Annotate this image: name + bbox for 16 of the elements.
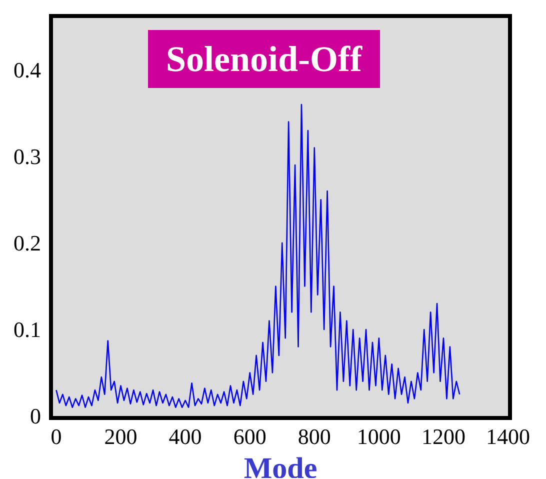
x-tick-label: 0 — [50, 424, 62, 449]
x-tick-label: 1400 — [486, 424, 530, 449]
y-tick-label: 0.4 — [14, 57, 41, 82]
y-tick-label: 0.2 — [14, 230, 41, 256]
x-tick-label: 600 — [233, 424, 266, 449]
y-tick-label: 0 — [30, 404, 41, 428]
x-tick-label: 800 — [298, 424, 331, 449]
line-series — [56, 104, 460, 408]
x-tick-label: 1000 — [356, 424, 401, 449]
x-tick-label: 400 — [168, 424, 202, 449]
text: Solenoid-Off — [148, 30, 380, 88]
x-tick-label: 200 — [104, 424, 138, 449]
y-tick-label: 0.3 — [14, 144, 41, 169]
y-tick-label: 0.1 — [14, 316, 41, 342]
x-axis-title: Mode — [244, 452, 318, 479]
x-tick-label: 1200 — [421, 424, 466, 449]
